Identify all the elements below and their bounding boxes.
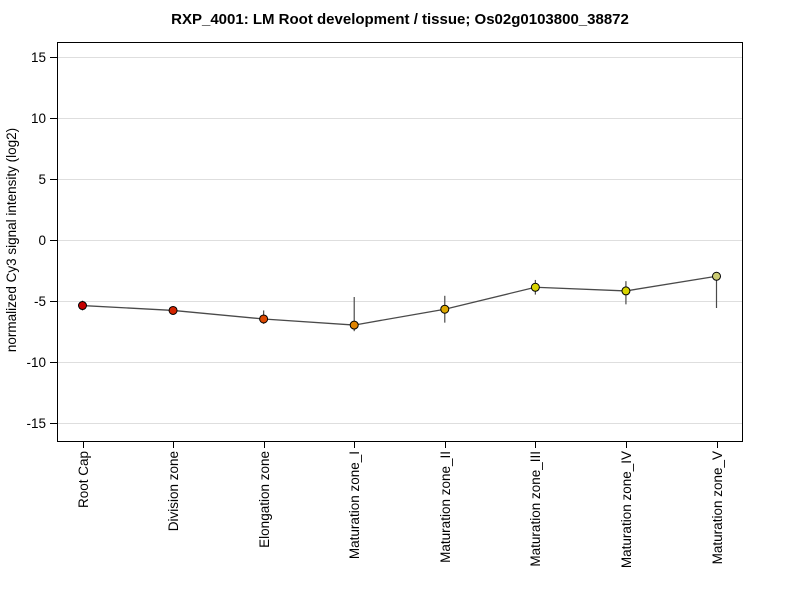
data-point <box>78 301 87 311</box>
x-tick-label: Maturation zone_I <box>347 451 362 559</box>
y-tick-label: -5 <box>34 294 46 309</box>
y-tick-label: 10 <box>31 111 46 126</box>
y-tick-label: 5 <box>38 172 46 187</box>
data-point <box>168 305 178 315</box>
x-tick-label: Elongation zone <box>257 451 272 548</box>
y-tick-label: -10 <box>26 355 46 370</box>
series-line <box>82 275 717 326</box>
data-point <box>530 282 540 292</box>
x-tick-label: Maturation zone_III <box>528 451 543 567</box>
y-axis-title: normalized Cy3 signal intensity (log2) <box>4 128 19 352</box>
x-tick-label: Division zone <box>166 451 181 531</box>
chart-title: RXP_4001: LM Root development / tissue; … <box>171 11 629 28</box>
x-tick-label: Maturation zone_V <box>710 451 725 564</box>
data-point <box>349 320 359 330</box>
data-point <box>259 314 269 324</box>
x-tick-label: Maturation zone_IV <box>619 451 634 568</box>
y-tick-label: 0 <box>38 233 46 248</box>
data-point <box>440 304 450 314</box>
y-tick-label: 15 <box>31 50 46 65</box>
plot-frame <box>57 42 743 442</box>
data-point <box>621 286 631 296</box>
data-point <box>712 271 721 281</box>
x-tick-label: Root Cap <box>76 451 91 508</box>
y-tick-label: -15 <box>26 416 46 431</box>
x-tick-label: Maturation zone_II <box>438 451 453 563</box>
